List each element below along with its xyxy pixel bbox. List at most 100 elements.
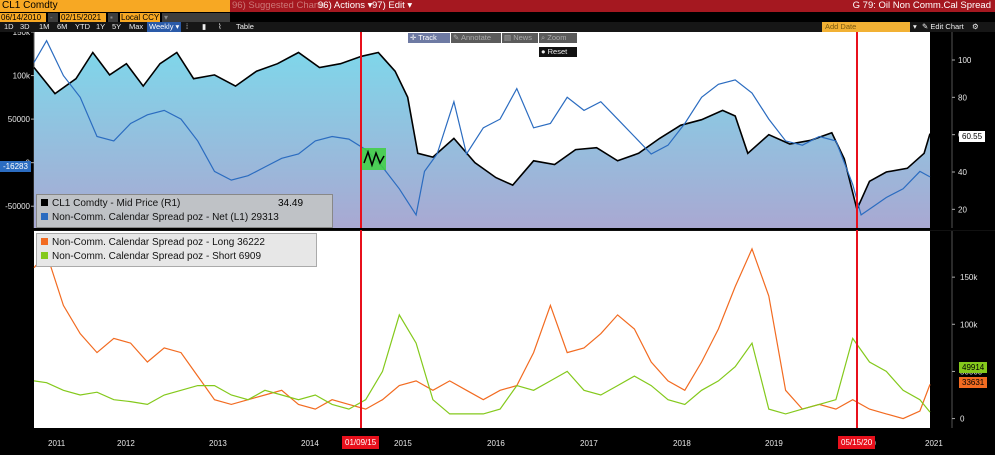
x-axis-tick-label: 2013 <box>209 439 227 448</box>
zoom-icon: ⌕ <box>541 33 546 42</box>
short-series-line[interactable] <box>33 313 931 415</box>
left-axis-tick-label: 50000 <box>8 115 31 124</box>
zoom-button[interactable]: ⌕ Zoom <box>539 33 577 43</box>
upper-left-axis-bg <box>0 32 34 228</box>
net-last-value-tag: -16283 <box>0 161 31 172</box>
end-date-field[interactable]: 02/15/2021 <box>60 13 106 22</box>
calendar-icon[interactable]: ▪ <box>108 13 118 22</box>
settings-icon[interactable]: ⚙ <box>972 22 979 31</box>
currency-field[interactable]: Local CCY <box>120 13 160 22</box>
legend-swatch <box>41 252 48 259</box>
title-bar: CL1 Comdty 96) Suggested Charts 96) Acti… <box>0 0 995 12</box>
interval-dropdown[interactable]: Weekly ▾ <box>147 22 182 32</box>
reset-label: Reset <box>547 47 568 56</box>
marker-date-flag-2015: 01/09/15 <box>342 436 380 449</box>
chevron-down-icon: ▾ <box>175 22 180 31</box>
timeframe-1d[interactable]: 1D <box>4 22 14 31</box>
chevron-down-icon: ▾ <box>367 0 373 11</box>
legend-net[interactable]: Non-Comm. Calendar Spread poz - Net (L1)… <box>41 211 279 225</box>
legend-long-value: 36222 <box>237 237 265 248</box>
price-area-fill <box>34 52 930 228</box>
annotate-label: Annotate <box>460 33 491 42</box>
marker-date-flag-2020: 05/15/20 <box>838 436 876 449</box>
legend-short[interactable]: Non-Comm. Calendar Spread poz - Short 69… <box>41 250 261 264</box>
date-row: 06/14/2010 - 02/15/2021 ▪ Local CCY ▾ <box>0 12 995 22</box>
line-chart-icon[interactable]: ⌇ <box>218 22 222 31</box>
net-series-line[interactable] <box>33 39 931 217</box>
menu-suggested-charts[interactable]: 96) Suggested Charts <box>232 0 325 11</box>
currency-dropdown[interactable]: ▾ <box>162 13 230 22</box>
legend-swatch <box>41 213 48 220</box>
lower-axis-tick-label: 150k <box>960 273 978 282</box>
legend-price[interactable]: CL1 Comdty - Mid Price (R1) <box>41 197 180 211</box>
legend-price-label: CL1 Comdty - Mid Price (R1) <box>52 198 181 209</box>
pencil-icon: ✎ <box>922 22 929 31</box>
bar-chart-icon[interactable]: ▮ <box>202 22 207 31</box>
legend-net-value: 29313 <box>250 212 279 223</box>
annotate-button[interactable]: ✎ Annotate <box>451 33 501 43</box>
timeframe-ytd[interactable]: YTD <box>75 22 90 31</box>
table-button[interactable]: Table <box>236 22 254 31</box>
timeframe-1m[interactable]: 1M <box>39 22 50 31</box>
timeframe-3d[interactable]: 3D <box>20 22 30 31</box>
legend-net-label: Non-Comm. Calendar Spread poz - Net (L1) <box>52 212 249 223</box>
reset-button[interactable]: ● Reset <box>539 47 577 57</box>
right-axis-tick-label: 100 <box>958 56 972 65</box>
x-axis-tick-label: 2021 <box>925 439 943 448</box>
add-date-field[interactable]: Add Date <box>822 22 910 32</box>
menu-actions[interactable]: 96) Actions ▾ <box>318 0 373 11</box>
legend-long[interactable]: Non-Comm. Calendar Spread poz - Long 362… <box>41 236 265 250</box>
left-axis-tick-label: 150k <box>13 32 31 37</box>
lower-left-axis-bg <box>0 230 34 428</box>
menu-edit[interactable]: 97) Edit ▾ <box>372 0 413 11</box>
edit-chart-label: Edit Chart <box>930 22 964 31</box>
crosshair-icon: ✛ <box>410 33 417 42</box>
x-axis-tick-label: 2017 <box>580 439 598 448</box>
ticker-field[interactable]: CL1 Comdty <box>0 0 230 12</box>
chart-type-icon[interactable]: ⁞ <box>186 22 189 31</box>
timeframe-max[interactable]: Max <box>129 22 144 31</box>
x-axis-tick-label: 2011 <box>48 439 66 448</box>
lower-legend[interactable]: Non-Comm. Calendar Spread poz - Long 362… <box>36 233 317 267</box>
edit-chart-button[interactable]: ✎ Edit Chart <box>922 22 964 32</box>
news-icon: ▤ <box>504 33 512 42</box>
x-axis-tick-label: 2019 <box>765 439 783 448</box>
x-axis-tick-label: 2018 <box>673 439 691 448</box>
price-series-line[interactable] <box>33 51 931 212</box>
long-last-value-tag: 33631 <box>959 377 988 388</box>
right-axis-tick-label: 40 <box>958 168 967 177</box>
chevron-down-icon: ▾ <box>164 13 169 22</box>
date-separator: - <box>48 13 58 22</box>
lower-axis-tick-label: 100k <box>960 320 978 329</box>
legend-swatch <box>41 199 48 206</box>
track-button[interactable]: ✛ Track <box>408 33 450 43</box>
x-axis: 2011201220132014201520162017201820192020… <box>0 428 995 455</box>
menu-edit-num: 97 <box>372 0 383 11</box>
right-axis-tick-label: 80 <box>958 93 967 102</box>
zoom-label: Zoom <box>547 33 567 42</box>
news-button[interactable]: ▤ News <box>502 33 538 43</box>
price-last-value-tag: 60.55 <box>959 131 986 142</box>
track-label: Track <box>418 33 437 42</box>
long-series-line[interactable] <box>33 247 931 420</box>
x-axis-tick-label: 2016 <box>487 439 505 448</box>
left-axis-tick-label: 100k <box>13 72 31 81</box>
title-bar-menu: 96) Suggested Charts 96) Actions ▾ 97) E… <box>230 0 995 12</box>
menu-suggested-charts-label: Suggested Charts <box>248 0 325 11</box>
chevron-down-icon: ▾ <box>407 0 413 11</box>
x-axis-tick-label: 2012 <box>117 439 135 448</box>
right-axis-tick-label: 20 <box>958 205 967 214</box>
legend-price-value: 34.49 <box>278 198 304 209</box>
timeframe-5y[interactable]: 5Y <box>112 22 122 31</box>
menu-suggested-charts-num: 96 <box>232 0 243 11</box>
timeframe-1y[interactable]: 1Y <box>96 22 106 31</box>
lower-right-axis-bg <box>930 230 995 428</box>
legend-short-value: 6909 <box>238 251 262 262</box>
left-axis-tick-label: -50000 <box>5 202 30 211</box>
upper-legend[interactable]: CL1 Comdty - Mid Price (R1) 34.49 Non-Co… <box>36 194 333 228</box>
timeframe-6m[interactable]: 6M <box>57 22 68 31</box>
legend-long-label: Non-Comm. Calendar Spread poz - Long <box>52 237 235 248</box>
start-date-field[interactable]: 06/14/2010 <box>0 13 46 22</box>
highlight-squiggle <box>363 149 385 168</box>
chevron-down-icon[interactable]: ▾ <box>913 22 917 31</box>
